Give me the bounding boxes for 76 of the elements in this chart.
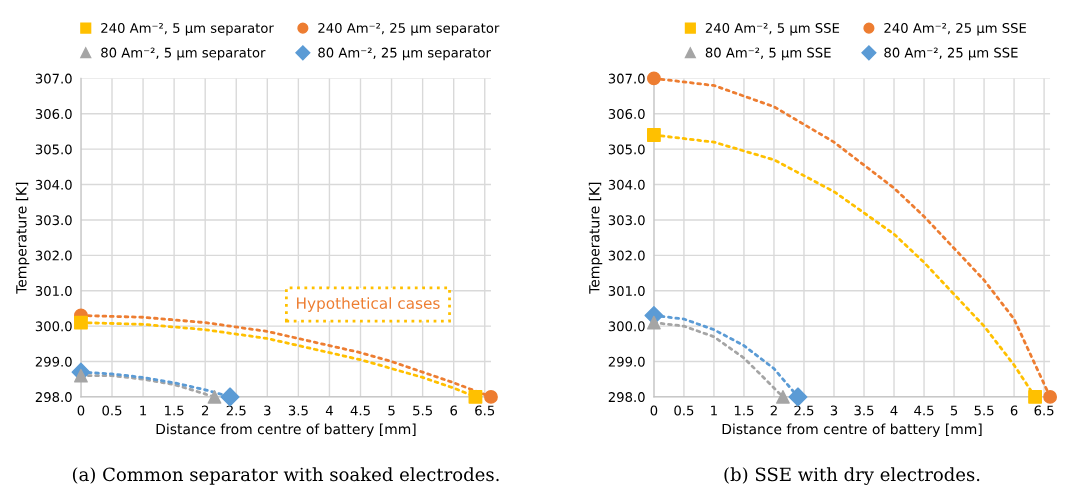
legend-label: 240 Am⁻², 5 µm separator: [101, 22, 274, 36]
y-tick-label: 303.0: [35, 215, 72, 226]
x-tick-label: 4.5: [914, 405, 934, 416]
legend-label: 240 Am⁻², 25 µm separator: [318, 22, 500, 36]
x-tick-label: 6.5: [475, 405, 495, 416]
x-axis-title: Distance from centre of battery [mm]: [156, 423, 416, 437]
point: [788, 387, 808, 407]
x-tick-label: 2: [770, 405, 777, 416]
annotation: Hypothetical cases: [297, 297, 440, 312]
x-tick-label: 2.5: [226, 405, 246, 416]
point: [74, 315, 88, 330]
y-tick-label: 305.0: [35, 144, 72, 155]
x-tick-label: 6.5: [1034, 405, 1054, 416]
y-tick-label: 299.0: [608, 356, 645, 367]
point: [484, 389, 498, 404]
x-tick-label: 1: [140, 405, 147, 416]
legend-label: 80 Am⁻², 25 µm separator: [318, 47, 491, 61]
y-tick-label: 303.0: [608, 215, 645, 226]
text: (a) Common separator with soaked electrodes.: [72, 467, 499, 485]
y-tick-label: 307.0: [608, 73, 645, 84]
x-tick-label: 4: [890, 405, 898, 416]
x-tick-label: 6: [1010, 405, 1018, 416]
point: [776, 389, 790, 404]
point: [647, 128, 661, 142]
legend-label: 80 Am⁻², 5 µm SSE: [705, 47, 831, 61]
x-tick-label: 5.5: [974, 405, 994, 416]
y-tick-label: 299.0: [35, 356, 72, 367]
legend-label: 240 Am⁻², 5 µm SSE: [705, 22, 840, 36]
x-tick-label: 3: [264, 405, 271, 416]
x-tick-label: 3: [830, 405, 838, 416]
x-tick-label: 4: [325, 405, 333, 416]
x-tick-label: 5.5: [413, 405, 432, 416]
x-tick-label: 0.5: [102, 405, 122, 416]
y-tick-label: 300.0: [35, 321, 72, 332]
point: [647, 315, 661, 330]
y-tick-label: 300.0: [608, 321, 645, 332]
legend-label: 240 Am⁻², 25 µm SSE: [884, 22, 1026, 36]
y-tick-label: 304.0: [608, 179, 645, 190]
x-tick-label: 0.5: [674, 405, 694, 416]
y-tick-label: 306.0: [608, 109, 645, 119]
x-tick-label: 3.5: [288, 405, 308, 416]
point: [647, 71, 661, 86]
x-tick-label: 6: [450, 405, 458, 416]
x-tick-label: 4.5: [350, 405, 370, 416]
x-tick-label: 5: [950, 405, 958, 416]
y-tick-label: 306.0: [35, 109, 72, 119]
x-tick-label: 5: [388, 405, 395, 416]
text: (b) SSE with dry electrodes.: [724, 467, 980, 485]
y-tick-label: 302.0: [608, 250, 645, 261]
x-tick-label: 1: [711, 405, 717, 416]
legend-label: 80 Am⁻², 5 µm separator: [101, 47, 266, 61]
y-tick-label: 298.0: [35, 392, 72, 403]
x-tick-label: 2.5: [794, 405, 814, 416]
x-tick-label: 2: [201, 405, 209, 416]
y-tick-label: 307.0: [35, 73, 72, 84]
y-tick-label: 298.0: [608, 392, 645, 403]
y-axis-title: Temperature [K]: [588, 182, 603, 294]
point: [468, 389, 483, 404]
x-tick-label: 0: [77, 405, 85, 416]
point: [1028, 389, 1042, 404]
point: [220, 387, 240, 407]
y-tick-label: 301.0: [608, 285, 645, 296]
y-tick-label: 305.0: [608, 144, 645, 155]
x-tick-label: 0: [650, 405, 658, 416]
y-tick-label: 304.0: [35, 179, 72, 190]
x-tick-label: 1.5: [734, 405, 754, 416]
point: [1043, 389, 1057, 404]
x-tick-label: 1.5: [165, 405, 184, 416]
y-tick-label: 302.0: [35, 250, 72, 261]
point: [74, 368, 88, 383]
y-tick-label: 301.0: [35, 285, 72, 296]
x-axis-title: Distance from centre of battery [mm]: [722, 423, 982, 437]
y-axis-title: Temperature [K]: [15, 182, 30, 294]
x-tick-label: 3.5: [854, 405, 874, 416]
legend-label: 80 Am⁻², 25 µm SSE: [884, 47, 1018, 61]
point: [207, 389, 222, 404]
